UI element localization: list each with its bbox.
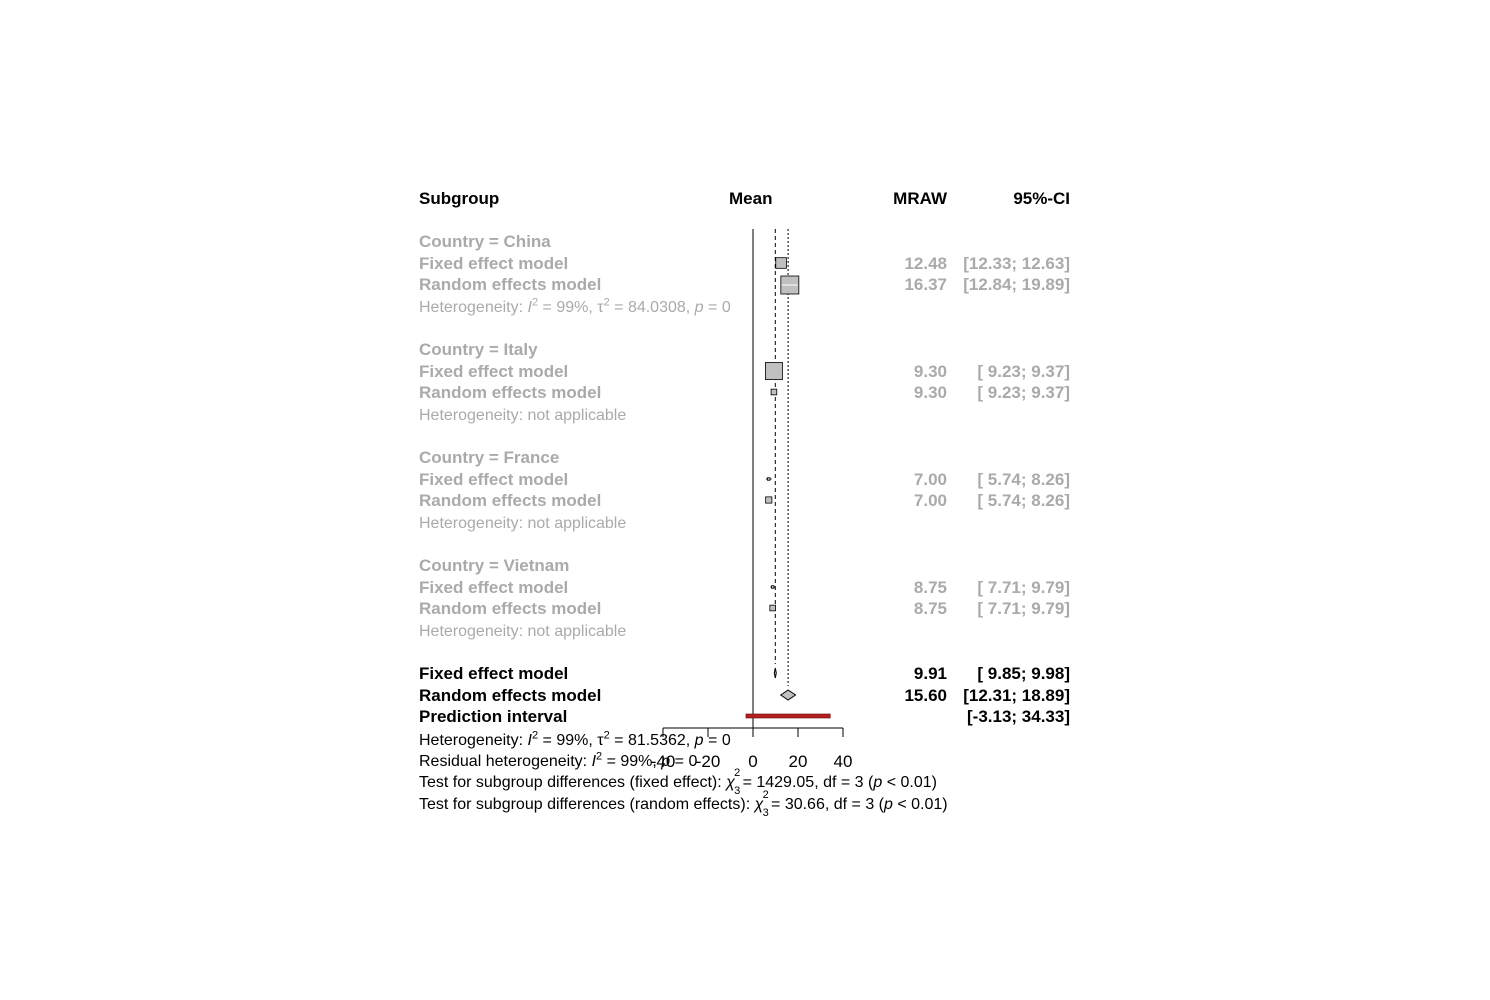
france-random-label: Random effects model bbox=[419, 491, 602, 510]
overall-random-mraw: 15.60 bbox=[904, 686, 947, 705]
china-heterogeneity: Heterogeneity: I2 = 99%, τ2 = 84.0308, p… bbox=[419, 296, 731, 316]
overall-fixed-ci: [ 9.85; 9.98] bbox=[977, 664, 1070, 683]
italy-fixed-ci: [ 9.23; 9.37] bbox=[977, 362, 1070, 381]
vietnam-fixed-mraw: 8.75 bbox=[913, 578, 947, 597]
header-subgroup: Subgroup bbox=[419, 189, 500, 208]
overall-random-diamond bbox=[779, 689, 797, 701]
subgroup-test-fixed: Test for subgroup differences (fixed eff… bbox=[419, 767, 937, 797]
vietnam-fixed-ci: [ 7.71; 9.79] bbox=[977, 578, 1070, 597]
subgroup-title-italy: Country = Italy bbox=[419, 340, 538, 359]
vietnam-heterogeneity: Heterogeneity: not applicable bbox=[419, 623, 627, 640]
subgroup-title-china: Country = China bbox=[419, 232, 551, 251]
italy-fixed-label: Fixed effect model bbox=[419, 362, 569, 381]
china-fixed-ci: [12.33; 12.63] bbox=[963, 254, 1070, 273]
china-random-label: Random effects model bbox=[419, 275, 602, 294]
france-random-mraw: 7.00 bbox=[913, 491, 947, 510]
overall-fixed-diamond bbox=[773, 667, 777, 679]
france-fixed-box bbox=[767, 477, 771, 481]
prediction-interval-ci: [-3.13; 34.33] bbox=[967, 707, 1070, 726]
vietnam-fixed-box bbox=[771, 585, 775, 589]
x-tick-label-3: 20 bbox=[789, 752, 808, 771]
italy-fixed-mraw: 9.30 bbox=[913, 362, 947, 381]
china-fixed-label: Fixed effect model bbox=[419, 254, 569, 273]
prediction-interval-label: Prediction interval bbox=[419, 707, 568, 726]
vietnam-random-ci: [ 7.71; 9.79] bbox=[977, 599, 1070, 618]
france-fixed-label: Fixed effect model bbox=[419, 470, 569, 489]
overall-fixed-label: Fixed effect model bbox=[419, 664, 569, 683]
x-tick-label-0: -40 bbox=[651, 752, 676, 771]
residual-heterogeneity: Residual heterogeneity: I2 = 99%, p = 0 bbox=[419, 750, 698, 770]
overall-random-ci: [12.31; 18.89] bbox=[963, 686, 1070, 705]
italy-random-ci: [ 9.23; 9.37] bbox=[977, 383, 1070, 402]
china-fixed-box bbox=[775, 257, 787, 269]
header-mraw: MRAW bbox=[893, 189, 947, 208]
france-random-ci: [ 5.74; 8.26] bbox=[977, 491, 1070, 510]
x-tick-label-4: 40 bbox=[834, 752, 853, 771]
france-heterogeneity: Heterogeneity: not applicable bbox=[419, 515, 627, 532]
italy-heterogeneity: Heterogeneity: not applicable bbox=[419, 407, 627, 424]
france-random-box bbox=[765, 496, 773, 504]
prediction-interval-bar bbox=[745, 713, 831, 719]
vietnam-random-box bbox=[769, 604, 776, 612]
china-fixed-mraw: 12.48 bbox=[904, 254, 947, 273]
italy-random-label: Random effects model bbox=[419, 383, 602, 402]
china-random-ci: [12.84; 19.89] bbox=[963, 275, 1070, 294]
header-ci: 95%-CI bbox=[1013, 189, 1070, 208]
china-random-mraw: 16.37 bbox=[904, 275, 947, 294]
france-fixed-mraw: 7.00 bbox=[913, 470, 947, 489]
france-fixed-ci: [ 5.74; 8.26] bbox=[977, 470, 1070, 489]
x-tick-label-1: -20 bbox=[696, 752, 721, 771]
italy-random-box bbox=[770, 388, 778, 396]
italy-random-mraw: 9.30 bbox=[913, 383, 947, 402]
vietnam-fixed-label: Fixed effect model bbox=[419, 578, 569, 597]
overall-fixed-mraw: 9.91 bbox=[913, 664, 947, 683]
x-tick-label-2: 0 bbox=[748, 752, 757, 771]
subgroup-title-vietnam: Country = Vietnam bbox=[419, 556, 570, 575]
subgroup-test-random: Test for subgroup differences (random ef… bbox=[419, 789, 948, 819]
vietnam-random-mraw: 8.75 bbox=[913, 599, 947, 618]
vietnam-random-label: Random effects model bbox=[419, 599, 602, 618]
subgroup-title-france: Country = France bbox=[419, 448, 560, 467]
overall-random-label: Random effects model bbox=[419, 686, 602, 705]
overall-heterogeneity: Heterogeneity: I2 = 99%, τ2 = 81.5362, p… bbox=[419, 729, 731, 749]
header-mean: Mean bbox=[729, 189, 773, 208]
